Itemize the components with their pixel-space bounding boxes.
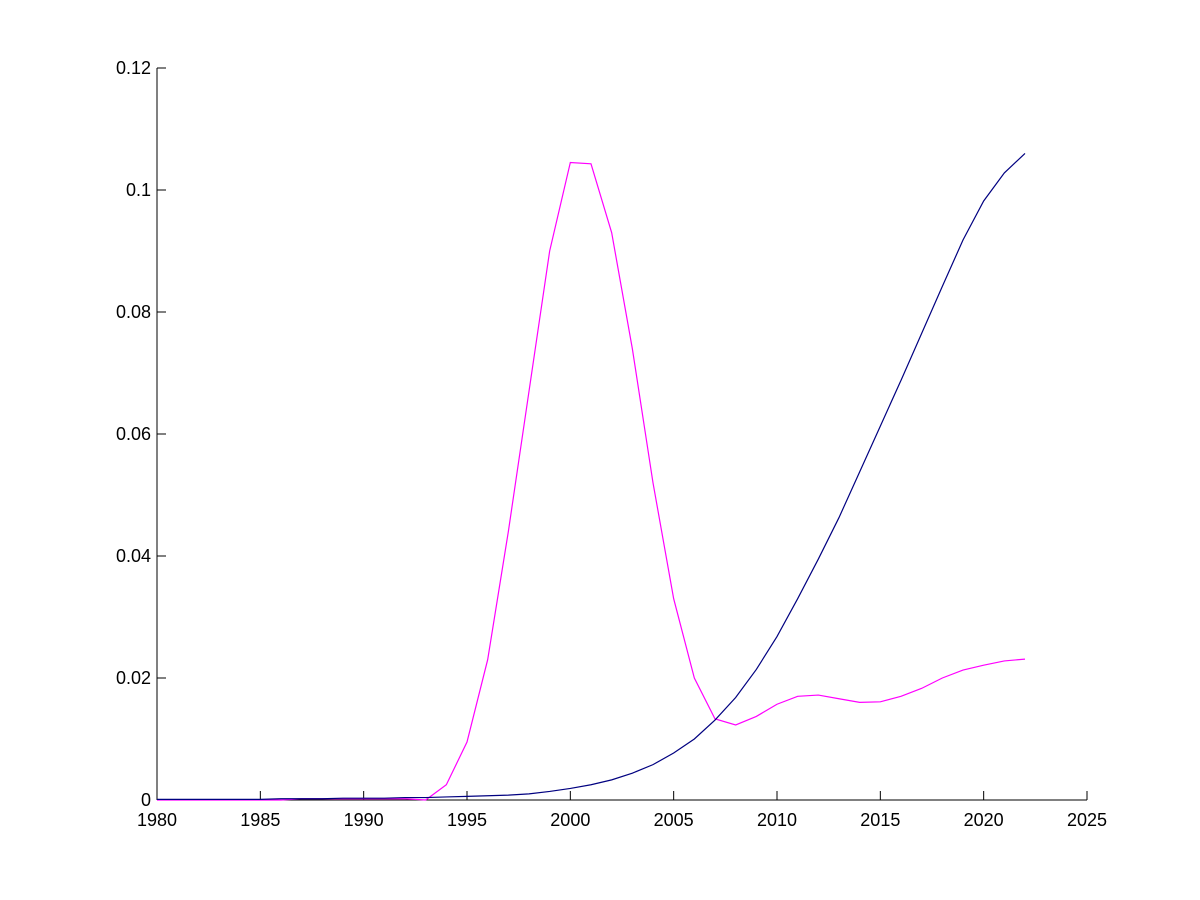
x-tick-label: 1980 <box>137 810 177 830</box>
x-tick-label: 2010 <box>757 810 797 830</box>
series-line <box>157 161 1026 801</box>
x-tick-label: 2025 <box>1067 810 1107 830</box>
x-tick-label: 2005 <box>654 810 694 830</box>
y-tick-label: 0.04 <box>116 546 151 566</box>
y-tick-label: 0.08 <box>116 302 151 322</box>
x-tick-label: 1990 <box>344 810 384 830</box>
x-tick-label: 2020 <box>964 810 1004 830</box>
y-tick-label: 0 <box>141 790 151 810</box>
x-tick-label: 1985 <box>240 810 280 830</box>
x-tick-label: 2015 <box>860 810 900 830</box>
y-tick-label: 0.06 <box>116 424 151 444</box>
y-tick-label: 0.1 <box>126 180 151 200</box>
series-line <box>157 152 1026 800</box>
x-tick-label: 2000 <box>550 810 590 830</box>
y-tick-label: 0.02 <box>116 668 151 688</box>
x-tick-label: 1995 <box>447 810 487 830</box>
y-tick-label: 0.12 <box>116 58 151 78</box>
